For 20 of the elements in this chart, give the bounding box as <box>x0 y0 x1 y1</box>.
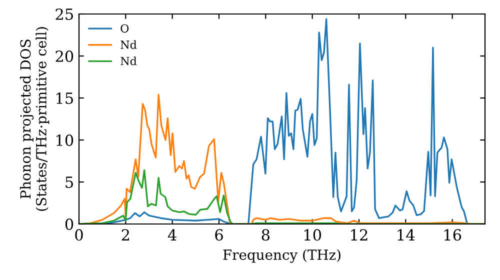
y-tick-label: 20 <box>56 50 74 62</box>
y-axis-title: Phonon projected DOS (States/THz·primitive cell) <box>20 27 50 211</box>
x-tick-label: 6 <box>215 229 223 241</box>
y-tick-label: 0 <box>65 218 74 230</box>
legend-label: O <box>120 24 129 33</box>
y-tick-label: 25 <box>56 8 73 20</box>
x-tick-label: 14 <box>398 229 415 240</box>
x-tick-label: 16 <box>444 229 462 241</box>
x-tick-label: 12 <box>351 229 368 240</box>
x-axis-title: Frequency (THz) <box>223 249 340 263</box>
x-tick-label: 8 <box>262 229 270 241</box>
legend-label: Nd <box>120 40 137 49</box>
x-tick-label: 0 <box>75 229 83 241</box>
y-tick-label: 10 <box>56 134 74 146</box>
y-tick-label: 15 <box>56 92 73 104</box>
y-tick-label: 5 <box>66 176 73 188</box>
x-tick-label: 4 <box>168 229 176 240</box>
x-tick-label: 10 <box>304 229 322 241</box>
x-tick-label: 2 <box>122 229 130 240</box>
legend-label: Nd <box>120 56 137 66</box>
